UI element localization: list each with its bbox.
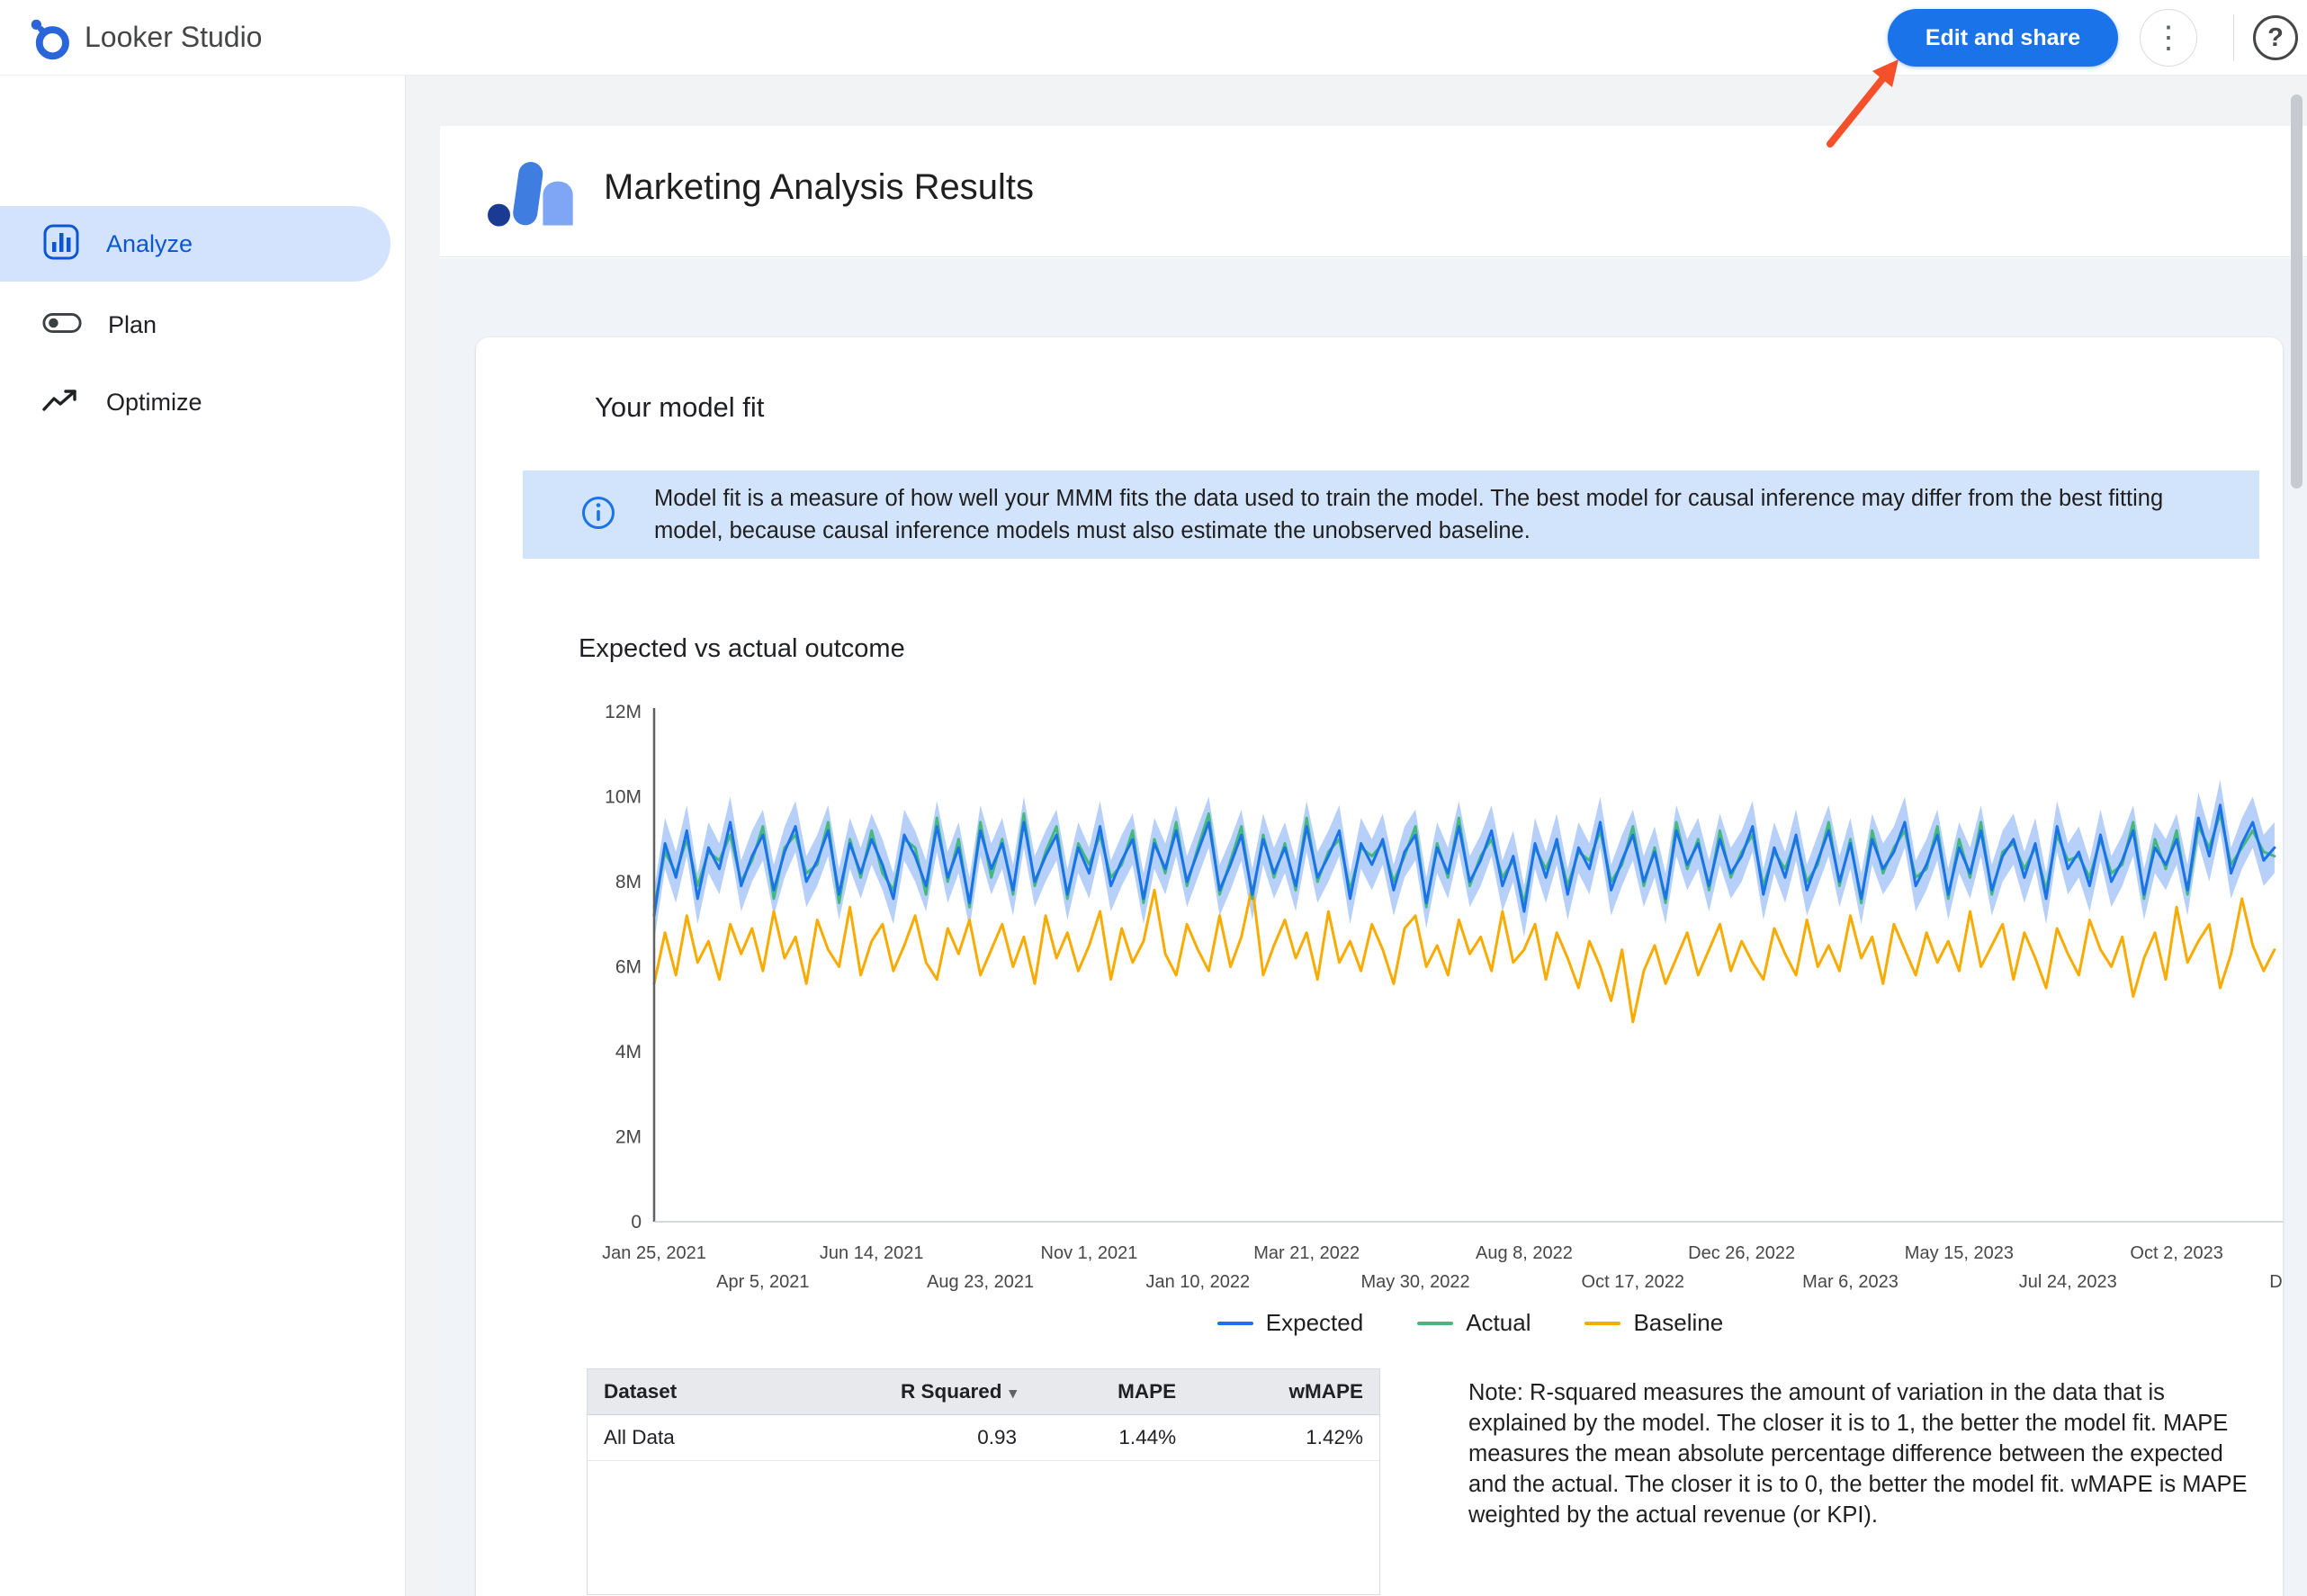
x-tick-label: Oct 17, 2022 — [1582, 1272, 1685, 1292]
main-content: Marketing Analysis Results Your model fi… — [406, 76, 2307, 1596]
x-tick-label: Jun 14, 2021 — [820, 1243, 924, 1263]
metrics-table: Dataset R Squared ▾ MAPE wMAPE All Data 0.93 1… — [588, 1369, 1379, 1461]
topbar: Looker Studio Edit and share ⋮ ? — [0, 0, 2307, 76]
x-tick-label: May 15, 2023 — [1905, 1243, 2014, 1263]
x-tick-label: Aug 8, 2022 — [1476, 1243, 1573, 1263]
info-text: Model fit is a measure of how well your … — [654, 486, 2164, 543]
report-logo-icon — [487, 151, 580, 229]
report-header: Marketing Analysis Results — [440, 126, 2307, 257]
table-cell: All Data — [588, 1414, 773, 1461]
table-header-mape: MAPE — [1033, 1369, 1193, 1415]
expected-line — [652, 803, 2276, 918]
topbar-divider — [2233, 14, 2234, 61]
x-tick-label: Aug 23, 2021 — [927, 1272, 1034, 1292]
legend-swatch — [1417, 1321, 1454, 1325]
canvas-body: Your model fit Model fit is a measure of… — [440, 258, 2307, 1596]
info-icon — [580, 495, 616, 535]
chart-legend: Expected Actual Baseline — [656, 1309, 2283, 1337]
legend-item-expected: Expected — [1216, 1309, 1364, 1337]
legend-label: Expected — [1265, 1309, 1364, 1336]
metrics-table-container: Dataset R Squared ▾ MAPE wMAPE All Data 0.93 1… — [587, 1368, 1380, 1595]
legend-label: Baseline — [1633, 1309, 1724, 1336]
report-canvas: Marketing Analysis Results Your model fi… — [440, 126, 2307, 1596]
x-tick-label: May 30, 2022 — [1360, 1272, 1469, 1292]
looker-studio-logo-icon — [25, 13, 74, 62]
baseline-line — [652, 884, 2276, 1024]
chart-title: Expected vs actual outcome — [579, 634, 905, 663]
sidebar: Analyze Plan Optimize — [0, 76, 406, 1596]
table-header-row: Dataset R Squared ▾ MAPE wMAPE — [588, 1369, 1379, 1415]
model-fit-card: Your model fit Model fit is a measure of… — [476, 337, 2283, 1596]
sidebar-item-analyze[interactable]: Analyze — [0, 206, 390, 282]
info-banner: Model fit is a measure of how well your … — [523, 471, 2259, 559]
note-text: Note: R-squared measures the amount of v… — [1468, 1380, 2248, 1528]
table-header-r-squared[interactable]: R Squared ▾ — [772, 1369, 1034, 1415]
x-tick-label: Mar 6, 2023 — [1802, 1272, 1899, 1292]
table-cell: 0.93 — [772, 1414, 1034, 1461]
app-title: Looker Studio — [85, 21, 263, 53]
x-tick-label: Nov 1, 2021 — [1041, 1243, 1138, 1263]
y-tick-label: 12M — [605, 704, 642, 722]
y-tick-label: 10M — [605, 787, 642, 808]
table-row: All Data 0.93 1.44% 1.42% — [588, 1414, 1379, 1461]
x-tick-label: Apr 5, 2021 — [716, 1272, 809, 1292]
legend-label: Actual — [1466, 1309, 1531, 1336]
table-cell: 1.42% — [1192, 1414, 1379, 1461]
legend-swatch — [1584, 1321, 1621, 1325]
y-tick-label: 6M — [615, 957, 642, 978]
legend-swatch — [1216, 1321, 1253, 1325]
analytics-icon — [41, 222, 81, 266]
report-title: Marketing Analysis Results — [604, 167, 1034, 207]
outcome-chart: 0 2M 4M 6M 8M 10M 12M Jan 25, 2021 Jun 14, 2021 N… — [602, 704, 2283, 1292]
x-tick-label: Jul 24, 2023 — [2019, 1272, 2117, 1292]
sidebar-item-plan[interactable]: Plan — [0, 297, 390, 353]
help-icon: ? — [2267, 22, 2284, 52]
table-header-dataset: Dataset — [588, 1369, 773, 1415]
legend-item-actual: Actual — [1417, 1309, 1531, 1337]
help-button[interactable]: ? — [2253, 15, 2298, 60]
toggle-icon — [41, 310, 83, 340]
y-tick-label: 4M — [615, 1042, 642, 1063]
x-tick-label: Dec 26, 2022 — [1688, 1243, 1795, 1263]
y-tick-label: 0 — [631, 1212, 642, 1233]
edit-and-share-button[interactable]: Edit and share — [1888, 9, 2118, 67]
x-tick-label: Jan 10, 2022 — [1146, 1272, 1251, 1292]
sort-desc-icon: ▾ — [1009, 1385, 1018, 1402]
sidebar-item-optimize[interactable]: Optimize — [0, 374, 390, 430]
table-header-wmape: wMAPE — [1192, 1369, 1379, 1415]
x-tick-label: Oct 2, 2023 — [2130, 1243, 2222, 1263]
more-options-icon: ⋮ — [2153, 21, 2184, 55]
sidebar-item-label: Plan — [108, 310, 157, 338]
x-tick-label: Jan 25, 2021 — [602, 1243, 706, 1263]
scrollbar-thumb[interactable] — [2291, 94, 2303, 489]
card-heading: Your model fit — [595, 391, 765, 423]
legend-item-baseline: Baseline — [1584, 1309, 1723, 1337]
sidebar-item-label: Optimize — [106, 388, 202, 416]
sidebar-item-label: Analyze — [106, 229, 193, 257]
x-tick-label: Dec — [2269, 1272, 2283, 1292]
overflow-menu-button[interactable]: ⋮ — [2140, 9, 2197, 67]
trending-up-icon — [41, 386, 81, 419]
x-tick-label: Mar 21, 2022 — [1253, 1243, 1360, 1263]
y-tick-label: 8M — [615, 872, 642, 892]
table-cell: 1.44% — [1033, 1414, 1193, 1461]
y-tick-label: 2M — [615, 1127, 642, 1148]
